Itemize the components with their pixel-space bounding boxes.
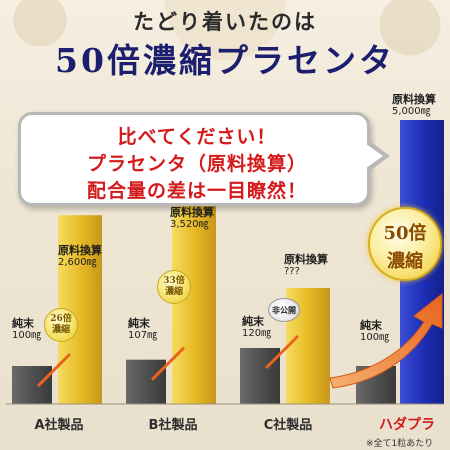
category-label-a: A社製品 (34, 418, 84, 433)
callout-line: プラセンタ（原料換算） (86, 153, 307, 175)
raw-value: ??? (284, 266, 300, 277)
raw-label-hadapura: 原料換算 5,000㎎ (392, 94, 436, 118)
raw-series-name: 原料換算 (170, 206, 214, 219)
pure-value: 107㎎ (128, 330, 158, 341)
ratio-badge-hadapura: 50倍 濃縮 (368, 207, 442, 281)
pure-label-hadapura: 純末 100㎎ (360, 320, 389, 344)
headline: たどり着いたのは (133, 9, 317, 34)
product-title: 50倍濃縮プラセンタ (55, 41, 395, 80)
raw-series-name: 原料換算 (58, 244, 102, 257)
callout-pointer-fill (366, 144, 383, 168)
pure-bar (126, 359, 166, 404)
raw-value: 3,520㎎ (170, 219, 209, 230)
pure-label-a: 純末 100㎎ (12, 318, 41, 342)
ratio-unit: 濃縮 (164, 287, 183, 297)
ratio-value: 50倍 (383, 223, 427, 244)
raw-label-c: 原料換算 ??? (284, 254, 328, 278)
pure-value: 100㎎ (360, 332, 390, 343)
pure-label-c: 純末 120㎎ (242, 316, 271, 340)
ratio-unit: 濃縮 (387, 251, 423, 272)
ratio-badge-a: 26倍 濃縮 (44, 308, 78, 342)
ratio-unit: 濃縮 (51, 325, 70, 335)
footnote: ※全て1粒あたり (366, 439, 434, 449)
pure-series-name: 純末 (242, 315, 264, 328)
callout-line: 比べてください！ (117, 126, 277, 148)
pure-label-b: 純末 107㎎ (128, 318, 157, 342)
comparison-callout: 比べてください！ プラセンタ（原料換算） 配合量の差は一目瞭然！ (18, 112, 370, 206)
pure-bar (12, 366, 52, 404)
ratio-badge-b: 33倍 濃縮 (157, 270, 191, 304)
raw-series-name: 原料換算 (392, 93, 436, 106)
ratio-value: 33倍 (163, 276, 185, 286)
pure-series-name: 純末 (128, 317, 150, 330)
raw-label-b: 原料換算 3,520㎎ (170, 207, 214, 231)
category-label-b: B社製品 (148, 418, 198, 433)
raw-value: 2,600㎎ (58, 257, 97, 268)
background-ornament (0, 0, 450, 110)
callout-line: 配合量の差は一目瞭然！ (86, 180, 307, 202)
category-label-c: C社製品 (263, 418, 313, 433)
pure-bar (240, 348, 280, 404)
pure-value: 120㎎ (242, 328, 272, 339)
ratio-value: 26倍 (50, 314, 72, 324)
pure-value: 100㎎ (12, 330, 42, 341)
pure-series-name: 純末 (360, 319, 382, 332)
increase-arrow-icon (264, 334, 300, 370)
raw-series-name: 原料換算 (284, 253, 328, 266)
growth-arrow-icon (329, 292, 443, 389)
raw-value: 5,000㎎ (392, 106, 431, 117)
pure-series-name: 純末 (12, 317, 34, 330)
raw-label-a: 原料換算 2,600㎎ (58, 245, 102, 269)
increase-arrow-icon (150, 346, 186, 381)
undisclosed-badge: 非公開 (268, 298, 300, 322)
category-label-hadapura: ハダプラ (379, 417, 435, 433)
increase-arrow-icon (36, 352, 72, 388)
